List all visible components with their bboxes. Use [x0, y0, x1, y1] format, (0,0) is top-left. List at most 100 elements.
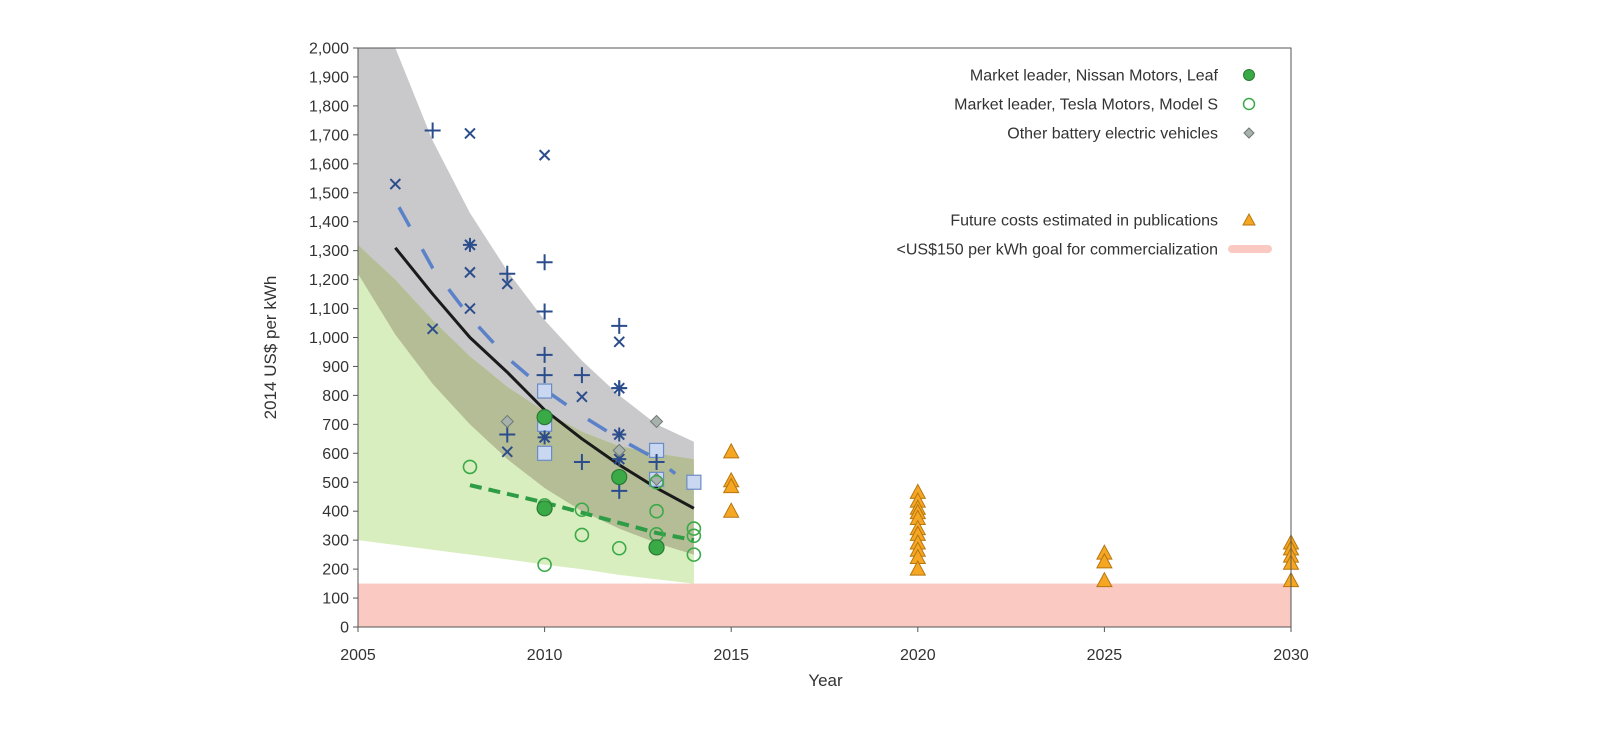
- y-tick-label: 500: [322, 475, 349, 492]
- point-plus: [611, 482, 628, 499]
- x-tick-label: 2030: [1273, 647, 1309, 664]
- y-axis-title: 2014 US$ per kWh: [261, 276, 280, 420]
- y-tick-label: 1,900: [309, 69, 349, 86]
- x-tick-label: 2010: [527, 647, 563, 664]
- legend-marker-other-bev: [1243, 127, 1255, 139]
- points-layer: [389, 122, 1300, 588]
- point-asterisk: [462, 237, 477, 252]
- y-tick-label: 600: [322, 446, 349, 463]
- point-x: [613, 336, 625, 348]
- bands-layer: [358, 48, 1291, 627]
- point-asterisk: [612, 452, 627, 467]
- y-tick-label: 100: [322, 591, 349, 608]
- point-other-bev: [500, 414, 514, 429]
- point-plus: [536, 303, 553, 320]
- point-square: [686, 474, 702, 490]
- y-tick-label: 0: [340, 620, 349, 637]
- point-plus: [424, 122, 441, 139]
- point-x: [426, 323, 439, 335]
- point-x: [464, 266, 476, 279]
- legend-marker-tesla: [1242, 97, 1256, 111]
- point-asterisk: [612, 381, 627, 396]
- point-square: [536, 383, 553, 399]
- x-axis-title: Year: [808, 671, 843, 690]
- point-tesla-model-s: [574, 527, 590, 543]
- point-nissan-leaf: [611, 468, 628, 486]
- trend-line-market-leaders: [469, 483, 695, 543]
- y-tick-label: 1,100: [309, 301, 349, 318]
- point-future-estimate: [1096, 571, 1113, 588]
- point-plus: [499, 426, 516, 443]
- x-tick-label: 2025: [1087, 647, 1123, 664]
- point-plus: [499, 265, 516, 282]
- point-x: [538, 149, 551, 161]
- y-tick-label: 1,600: [309, 156, 349, 173]
- y-tick-label: 2,000: [309, 41, 349, 58]
- legend-label: Market leader, Nissan Motors, Leaf: [970, 68, 1219, 85]
- point-tesla-model-s: [611, 540, 627, 556]
- x-tick-label: 2005: [340, 647, 376, 664]
- point-plus: [573, 453, 590, 470]
- y-tick-label: 800: [322, 388, 349, 405]
- point-plus: [536, 254, 553, 271]
- point-nissan-leaf: [536, 500, 553, 517]
- y-tick-label: 900: [322, 359, 349, 376]
- goal-band: [358, 583, 1291, 627]
- point-plus: [573, 367, 590, 384]
- point-future-estimate: [722, 442, 740, 459]
- y-tick-label: 400: [322, 504, 349, 521]
- point-tesla-model-s: [686, 521, 702, 536]
- point-tesla-model-s: [686, 528, 702, 544]
- point-plus: [536, 367, 553, 384]
- point-tesla-model-s: [686, 547, 702, 562]
- point-asterisk: [537, 430, 552, 445]
- legend-label: <US$150 per kWh goal for commercializati…: [897, 242, 1218, 259]
- point-other-bev: [612, 443, 626, 458]
- point-tesla-model-s: [462, 459, 478, 475]
- point-x: [464, 302, 476, 315]
- y-tick-label: 1,200: [309, 272, 349, 289]
- point-nissan-leaf: [648, 539, 665, 556]
- point-plus: [611, 317, 628, 334]
- axes-layer: 0 100 200 300 400 500 600 700 800 900 1,000 1,100 1,…: [309, 41, 1309, 665]
- point-x: [576, 391, 588, 403]
- legend: Market leader, Nissan Motors, Leaf Market…: [897, 68, 1272, 259]
- point-tesla-model-s: [537, 557, 552, 573]
- point-plus: [648, 453, 665, 470]
- band-industry: [358, 48, 694, 555]
- legend-label: Future costs estimated in publications: [950, 213, 1218, 230]
- y-tick-label: 700: [322, 417, 349, 434]
- legend-marker-nissan: [1243, 69, 1255, 81]
- point-future-estimate: [722, 502, 740, 518]
- legend-label: Other battery electric vehicles: [1007, 126, 1218, 143]
- legend-marker-future: [1242, 212, 1256, 226]
- trend-line-other-bev: [397, 206, 677, 475]
- point-x: [389, 178, 402, 190]
- point-tesla-model-s: [649, 503, 664, 519]
- point-future-estimate: [722, 477, 740, 494]
- point-plus: [536, 346, 553, 363]
- point-square: [536, 445, 553, 461]
- y-tick-label: 1,800: [309, 98, 349, 115]
- y-tick-label: 300: [322, 533, 349, 550]
- y-tick-label: 200: [322, 562, 349, 579]
- legend-label: Market leader, Tesla Motors, Model S: [954, 97, 1218, 114]
- point-tesla-model-s: [574, 502, 590, 518]
- point-x: [501, 446, 513, 458]
- x-tick-label: 2015: [713, 647, 749, 664]
- point-x: [501, 278, 513, 290]
- point-x: [464, 127, 476, 140]
- x-tick-label: 2020: [900, 647, 936, 664]
- point-other-bev: [649, 414, 664, 429]
- point-nissan-leaf: [536, 409, 553, 426]
- point-future-estimate: [1096, 552, 1113, 569]
- point-tesla-model-s: [649, 474, 664, 490]
- y-tick-label: 1,000: [309, 330, 349, 347]
- y-tick-label: 1,700: [309, 127, 349, 144]
- band-leader-lower-fill: [358, 357, 694, 584]
- point-asterisk: [612, 427, 627, 442]
- y-tick-label: 1,400: [309, 214, 349, 231]
- y-tick-label: 1,500: [309, 185, 349, 202]
